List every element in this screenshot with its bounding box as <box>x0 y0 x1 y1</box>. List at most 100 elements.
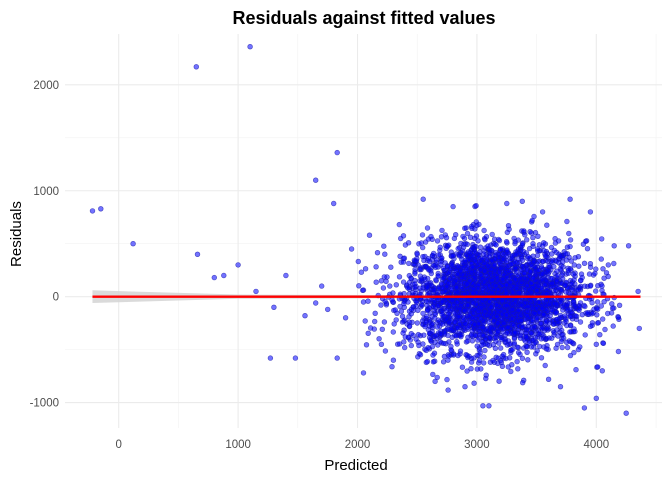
data-point <box>398 308 405 314</box>
data-point <box>483 375 489 382</box>
data-point <box>430 250 437 257</box>
data-point <box>524 349 530 355</box>
data-point <box>532 229 539 236</box>
data-point <box>594 320 601 326</box>
data-point <box>508 261 515 267</box>
data-point <box>451 235 458 242</box>
data-point <box>481 279 488 285</box>
data-point <box>440 275 447 281</box>
data-point <box>562 313 568 319</box>
data-point <box>519 198 525 205</box>
data-point <box>449 262 455 268</box>
data-point <box>455 245 461 252</box>
data-point <box>401 290 407 297</box>
data-point <box>472 275 478 281</box>
data-point <box>503 312 510 318</box>
data-point <box>430 352 436 358</box>
data-point <box>430 359 437 365</box>
data-point <box>558 299 564 305</box>
data-point <box>518 317 524 324</box>
data-point <box>453 333 459 339</box>
data-point <box>594 364 601 370</box>
data-point <box>478 304 485 311</box>
data-point <box>355 258 361 265</box>
data-point <box>576 303 583 309</box>
data-point <box>325 306 331 313</box>
data-point <box>462 307 468 314</box>
data-point <box>475 337 481 343</box>
data-point <box>348 246 355 252</box>
data-point <box>437 244 443 251</box>
data-point <box>571 302 577 308</box>
data-point <box>408 306 415 312</box>
data-point <box>534 246 541 252</box>
data-point <box>505 364 511 370</box>
data-point <box>527 269 534 275</box>
data-point <box>469 270 475 276</box>
data-point <box>598 256 604 262</box>
data-point <box>509 306 515 313</box>
data-point <box>489 277 495 284</box>
data-point <box>523 237 530 243</box>
data-point <box>562 251 569 257</box>
data-point <box>439 321 446 327</box>
data-point <box>514 358 520 365</box>
data-point <box>599 287 605 294</box>
data-point <box>523 344 530 350</box>
data-point <box>625 243 632 249</box>
data-point <box>540 311 547 318</box>
data-point <box>406 323 413 329</box>
data-point <box>546 335 552 341</box>
data-point <box>535 283 542 289</box>
data-point <box>600 266 606 272</box>
data-point <box>407 337 413 343</box>
data-point <box>635 288 641 295</box>
data-point <box>400 279 407 285</box>
data-point <box>455 263 462 270</box>
data-point <box>365 298 371 304</box>
data-point <box>507 355 513 361</box>
data-point <box>534 252 541 259</box>
data-point <box>390 290 396 296</box>
data-point <box>516 290 522 296</box>
data-point <box>445 332 451 339</box>
data-point <box>433 257 440 263</box>
data-point <box>464 302 471 308</box>
data-point <box>408 276 414 282</box>
data-point <box>470 310 477 316</box>
data-point <box>564 218 570 225</box>
data-point <box>611 260 617 267</box>
data-point <box>598 236 605 242</box>
data-point <box>567 313 574 320</box>
data-point <box>512 329 518 336</box>
data-point <box>420 285 426 291</box>
data-point <box>595 283 601 289</box>
data-point <box>423 298 430 304</box>
data-point <box>585 310 591 316</box>
data-point <box>529 305 536 311</box>
data-point <box>525 303 531 310</box>
data-point <box>497 247 503 253</box>
data-point <box>417 267 423 273</box>
data-point <box>474 222 480 229</box>
data-point <box>473 233 480 239</box>
data-point <box>402 242 409 248</box>
data-point <box>539 243 546 249</box>
data-point <box>598 303 604 309</box>
data-point <box>539 305 545 312</box>
data-point <box>510 346 516 352</box>
data-point <box>499 297 505 304</box>
data-point <box>416 342 422 349</box>
data-point <box>468 223 475 230</box>
data-point <box>537 330 543 336</box>
data-point <box>521 275 528 282</box>
data-point <box>548 244 555 251</box>
data-point <box>319 283 325 289</box>
data-point <box>450 280 456 287</box>
data-point <box>559 344 565 351</box>
data-point <box>417 352 424 358</box>
data-point <box>594 312 600 318</box>
data-point <box>529 317 536 324</box>
data-point <box>505 223 512 229</box>
data-point <box>555 272 561 279</box>
